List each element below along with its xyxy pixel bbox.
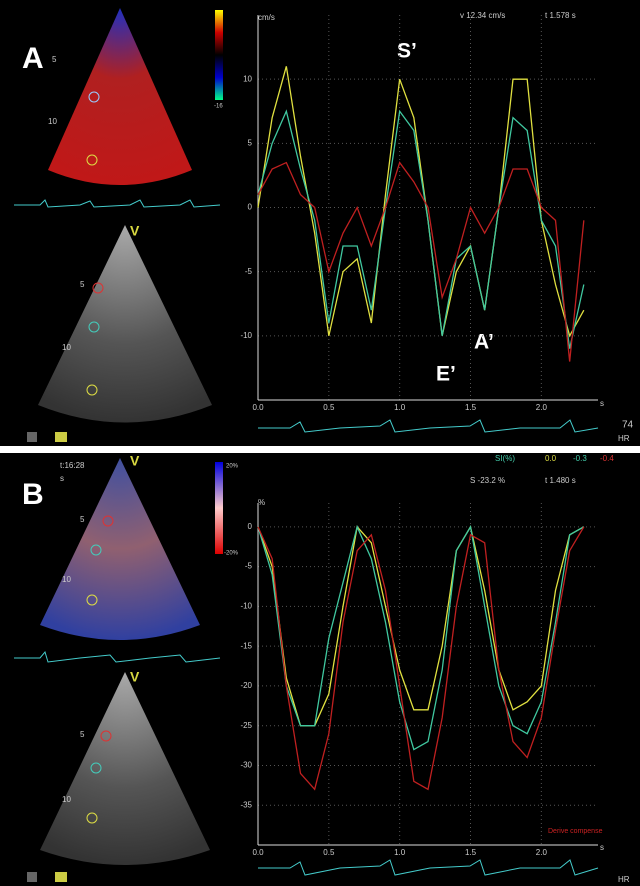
panel-label: B: [22, 478, 44, 511]
depth-label: 5: [52, 55, 57, 64]
doppler-sector: [48, 8, 192, 185]
roi: [86, 384, 98, 396]
marker: V: [130, 453, 140, 469]
depth-label: 5: [80, 515, 85, 524]
strain-sector: [40, 458, 200, 640]
roi: [102, 515, 114, 527]
roi: [88, 321, 100, 333]
y-tick-label: -5: [245, 267, 253, 276]
legend-value: -0.3: [573, 454, 587, 463]
ecg: [14, 199, 221, 208]
roi: [86, 594, 98, 606]
x-tick-label: 0.0: [252, 403, 264, 412]
marker: V: [130, 223, 140, 239]
series-line: [257, 161, 585, 362]
x-tick-label: 1.0: [394, 848, 406, 857]
x-tick-label: 1.5: [465, 848, 477, 857]
roi: [100, 730, 112, 742]
time: t:16:28: [60, 461, 85, 470]
hr: 74: [622, 420, 634, 431]
panel-label: A: [22, 42, 44, 75]
readout: S -23.2 %: [470, 476, 505, 485]
icon: [55, 432, 67, 442]
depth-label: 5: [80, 280, 85, 289]
series-line: [257, 524, 585, 751]
x-tick-label: 2.0: [536, 403, 548, 412]
roi: [88, 91, 100, 103]
roi: [86, 812, 98, 824]
bmode-sector: [38, 225, 212, 423]
depth-label: 5: [80, 730, 85, 739]
icon: [27, 432, 37, 442]
y-tick-label: -35: [240, 800, 252, 809]
series-line: [257, 526, 585, 791]
colorbar-label: -20%: [224, 551, 239, 557]
colorbar-label: -16: [214, 104, 223, 110]
hr-label: HR: [618, 875, 630, 884]
legend-value: -0.4: [600, 454, 614, 463]
y-tick-label: 10: [243, 74, 252, 83]
annotation: S’: [397, 40, 417, 63]
bmode-sector: [40, 672, 210, 865]
y-tick-label: -30: [240, 761, 252, 770]
time-unit: s: [60, 474, 64, 483]
legend-title: SI(%): [495, 454, 515, 463]
icon: [27, 872, 37, 882]
x-tick-label: 0.5: [323, 403, 335, 412]
depth-label: 10: [62, 343, 71, 352]
readout: t 1.578 s: [545, 11, 576, 20]
y-unit: %: [258, 498, 265, 507]
x-tick-label: 1.5: [465, 403, 477, 412]
depth-label: 10: [62, 575, 71, 584]
ecg: [258, 419, 599, 433]
y-tick-label: -20: [240, 681, 252, 690]
marker: V: [130, 669, 140, 685]
series-line: [257, 66, 585, 338]
y-unit: cm/s: [258, 13, 275, 22]
y-tick-label: -10: [240, 331, 252, 340]
icon: [55, 872, 67, 882]
colorbar: [215, 10, 223, 100]
y-tick-label: 0: [248, 522, 253, 531]
series-line: [257, 109, 585, 349]
ecg: [14, 650, 221, 663]
readout: v 12.34 cm/s: [460, 11, 505, 20]
x-tick-label: 0.0: [252, 848, 264, 857]
depth-label: 10: [48, 117, 57, 126]
y-tick-label: 5: [248, 138, 253, 147]
x-tick-label: 0.5: [323, 848, 335, 857]
x-unit: s: [600, 399, 604, 408]
roi: [90, 544, 102, 556]
x-tick-label: 1.0: [394, 403, 406, 412]
y-tick-label: -25: [240, 721, 252, 730]
y-tick-label: 0: [248, 203, 253, 212]
note: Derive compense: [548, 828, 603, 835]
depth-label: 10: [62, 795, 71, 804]
annotation: A’: [474, 331, 494, 354]
colorbar-label: 20%: [226, 464, 239, 470]
ecg: [258, 859, 599, 876]
roi: [86, 154, 98, 166]
y-tick-label: -5: [245, 562, 253, 571]
annotation: E’: [436, 363, 456, 386]
legend-value: 0.0: [545, 454, 557, 463]
colorbar: [215, 462, 223, 554]
roi: [90, 762, 102, 774]
roi: [92, 282, 104, 294]
y-tick-label: -10: [240, 602, 252, 611]
hr-label: HR: [618, 434, 630, 443]
y-tick-label: -15: [240, 641, 252, 650]
readout: t 1.480 s: [545, 476, 576, 485]
x-unit: s: [600, 843, 604, 852]
x-tick-label: 2.0: [536, 848, 548, 857]
